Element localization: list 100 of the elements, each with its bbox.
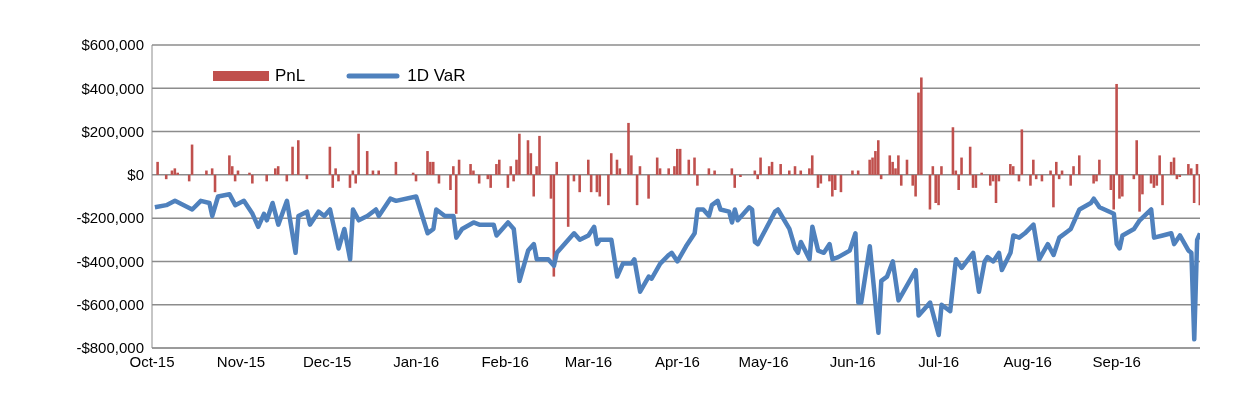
bar — [426, 151, 429, 175]
bar — [1032, 159, 1035, 175]
bar — [980, 172, 983, 175]
line-series — [152, 192, 1200, 342]
bar — [1069, 174, 1072, 186]
bar — [1189, 168, 1193, 175]
bar — [357, 133, 360, 175]
bar — [937, 174, 940, 206]
bar — [1135, 140, 1138, 175]
y-tick-label: $400,000 — [81, 79, 144, 97]
bar — [1115, 83, 1118, 175]
legend-label: 1D VaR — [407, 66, 466, 86]
bar — [164, 174, 168, 180]
bar — [1187, 164, 1190, 175]
bar — [899, 174, 903, 186]
bar — [578, 174, 581, 193]
bar — [469, 164, 472, 175]
bar — [868, 159, 871, 175]
bar — [176, 172, 179, 175]
y-tick-label: -$200,000 — [76, 209, 144, 227]
bar — [354, 174, 358, 184]
bar — [647, 174, 650, 199]
bar — [1077, 155, 1081, 175]
bar — [1029, 174, 1032, 186]
bar — [337, 174, 340, 182]
bar — [495, 164, 498, 175]
bar — [960, 157, 963, 175]
bar — [1138, 174, 1141, 212]
bar — [1112, 174, 1116, 210]
bar — [291, 146, 294, 175]
x-tick-label: Mar-16 — [564, 352, 613, 370]
bar — [1052, 174, 1055, 208]
bar — [1161, 174, 1164, 206]
legend-label: PnL — [275, 66, 306, 86]
bar — [759, 157, 762, 175]
bar — [739, 174, 742, 178]
bar — [687, 159, 691, 175]
bar — [1098, 159, 1101, 175]
bar — [940, 166, 943, 175]
x-tick-label: Apr-16 — [654, 352, 700, 370]
bar — [1158, 155, 1161, 175]
bar — [988, 174, 992, 186]
bar — [787, 170, 791, 175]
bar — [586, 159, 590, 175]
x-tick-label: Feb-16 — [481, 352, 529, 370]
bar — [733, 174, 737, 188]
bar — [897, 155, 900, 175]
bar — [831, 174, 834, 197]
bar — [779, 164, 782, 175]
bar — [452, 166, 455, 175]
x-tick-label: Jan-16 — [393, 352, 440, 370]
y-tick-label: -$400,000 — [76, 252, 144, 270]
bar — [609, 153, 613, 175]
bar — [607, 174, 610, 206]
bar — [1011, 166, 1015, 175]
bar — [205, 170, 208, 175]
bar — [334, 168, 337, 175]
bar — [297, 140, 300, 175]
bar — [627, 122, 630, 175]
bar — [934, 174, 937, 203]
bar — [1049, 170, 1052, 175]
bar — [497, 159, 501, 175]
bar — [1072, 166, 1075, 175]
bar — [1121, 174, 1124, 197]
bar — [248, 172, 251, 175]
bar — [713, 170, 716, 175]
bar — [509, 166, 513, 175]
bar — [156, 161, 159, 175]
bar — [449, 174, 452, 191]
bar — [888, 155, 892, 175]
x-tick-label: Jul-16 — [918, 352, 960, 370]
bar — [667, 168, 670, 175]
bar — [799, 170, 803, 175]
bar — [377, 170, 380, 175]
x-tick-label: Nov-15 — [216, 352, 266, 370]
bar — [696, 174, 699, 186]
bar — [1055, 161, 1058, 175]
y-tick-label: $200,000 — [81, 122, 144, 140]
bar — [251, 174, 254, 184]
bar — [1095, 174, 1098, 182]
bar — [693, 157, 696, 175]
bar — [265, 174, 268, 182]
bar — [331, 174, 335, 188]
bar — [810, 155, 814, 175]
bar — [914, 174, 917, 197]
bar — [518, 133, 521, 175]
bar — [920, 77, 923, 175]
bar — [555, 161, 558, 175]
bar — [512, 174, 515, 182]
bar — [489, 174, 492, 188]
x-tick-label: May-16 — [738, 352, 789, 370]
y-tick-label: $0 — [127, 166, 144, 184]
x-tick-label: Jun-16 — [829, 352, 876, 370]
x-tick-label: Aug-16 — [1003, 352, 1052, 370]
bar — [431, 161, 435, 175]
bar — [538, 135, 541, 175]
y-tick-label: $600,000 — [81, 36, 144, 54]
bar — [1118, 174, 1121, 199]
bar — [851, 170, 854, 175]
bar — [532, 174, 536, 197]
